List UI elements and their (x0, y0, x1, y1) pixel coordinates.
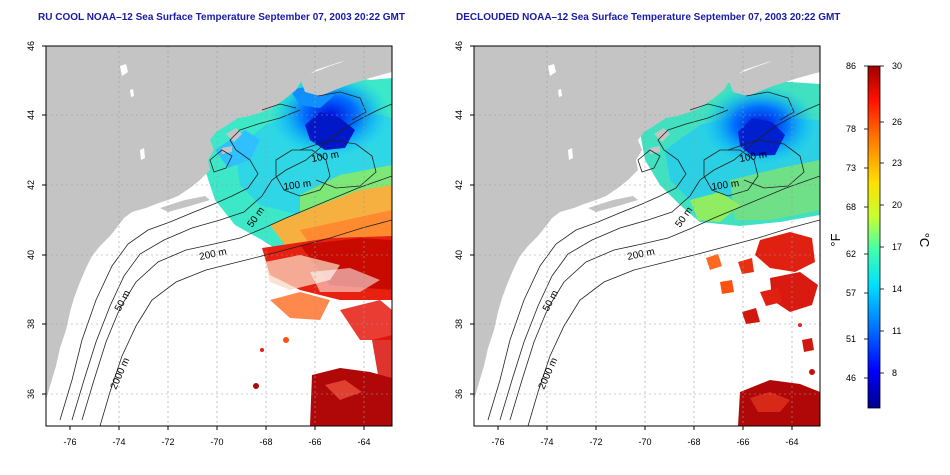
celsius-tick: 14 (892, 284, 902, 294)
left-lon-tick: -74 (112, 437, 125, 447)
fahrenheit-tick: 57 (846, 288, 856, 298)
left-sst-map: 100 m 100 m 50 m 200 m 50 m 2000 m -76 -… (26, 41, 393, 447)
celsius-tick: 30 (892, 61, 902, 71)
left-lon-tick: -72 (161, 437, 174, 447)
right-lon-tick: -64 (785, 437, 798, 447)
left-lat-tick: 46 (26, 41, 36, 51)
fahrenheit-tick: 73 (846, 163, 856, 173)
right-lat-tick: 44 (454, 110, 464, 120)
right-lat-tick: 46 (454, 41, 464, 51)
right-lat-tick: 42 (454, 180, 464, 190)
right-lat-tick: 36 (454, 389, 464, 399)
celsius-tick: 17 (892, 242, 902, 252)
right-contour-label: 100 m (711, 178, 740, 193)
celsius-tick: 26 (892, 117, 902, 127)
fahrenheit-tick: 86 (846, 61, 856, 71)
left-lon-tick: -76 (63, 437, 76, 447)
fahrenheit-unit-label: °F (828, 233, 843, 246)
celsius-tick: 23 (892, 158, 902, 168)
left-contour-label: 100 m (283, 178, 312, 193)
right-lon-tick: -66 (736, 437, 749, 447)
celsius-tick: 11 (892, 326, 901, 336)
left-map-title: RU COOL NOAA–12 Sea Surface Temperature … (38, 12, 405, 23)
fahrenheit-tick: 46 (846, 373, 856, 383)
celsius-unit-label: °C (917, 233, 932, 248)
fahrenheit-tick: 78 (846, 124, 856, 134)
left-lon-tick: -68 (259, 437, 272, 447)
right-lon-tick: -72 (589, 437, 602, 447)
right-lon-tick: -74 (540, 437, 553, 447)
temperature-colorbar: 86 78 73 68 62 57 51 46 30 26 23 20 17 1… (828, 61, 932, 409)
left-lat-tick: 36 (26, 389, 36, 399)
right-map-title: DECLOUDED NOAA–12 Sea Surface Temperatur… (456, 12, 841, 23)
left-lon-tick: -64 (357, 437, 370, 447)
fahrenheit-tick: 68 (846, 202, 856, 212)
right-lon-tick: -70 (638, 437, 651, 447)
right-lon-tick: -76 (491, 437, 504, 447)
fahrenheit-tick: 51 (846, 334, 856, 344)
celsius-tick: 20 (892, 200, 902, 210)
right-sst-map: 100 m 100 m 50 m 200 m 50 m 2000 m -76 -… (454, 41, 821, 447)
right-lat-tick: 38 (454, 319, 464, 329)
left-lat-tick: 44 (26, 110, 36, 120)
celsius-tick: 8 (892, 368, 897, 378)
right-contour-label: 100 m (739, 149, 768, 165)
left-lat-tick: 40 (26, 250, 36, 260)
right-lon-tick: -68 (687, 437, 700, 447)
left-lon-tick: -70 (210, 437, 223, 447)
fahrenheit-tick: 62 (846, 249, 856, 259)
left-lat-tick: 42 (26, 180, 36, 190)
left-lat-tick: 38 (26, 319, 36, 329)
left-lon-tick: -66 (308, 437, 321, 447)
right-lat-tick: 40 (454, 250, 464, 260)
left-contour-label: 100 m (311, 149, 340, 165)
